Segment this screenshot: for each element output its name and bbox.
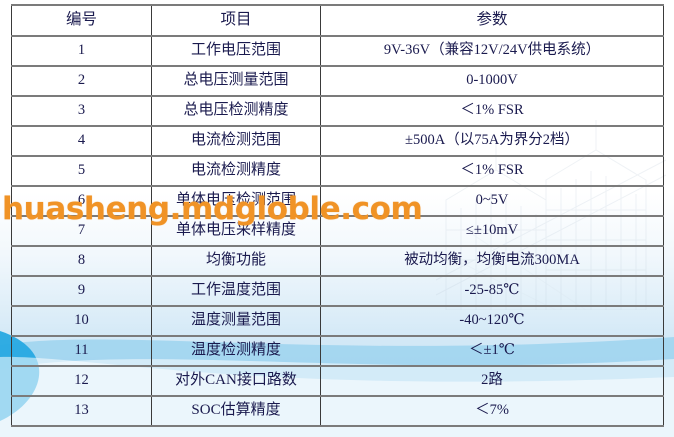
cell-item: 工作温度范围 [151,275,321,307]
cell-item: 总电压检测精度 [151,95,321,127]
cell-no: 13 [11,395,152,427]
cell-no: 9 [11,275,152,307]
cell-param: ＜7% [320,395,664,427]
column-header-item: 项目 [151,4,321,37]
cell-no: 11 [11,335,152,367]
cell-no: 12 [11,365,152,397]
table-row: 3 总电压检测精度 ＜1% FSR [11,95,664,127]
table-row: 2 总电压测量范围 0-1000V [11,65,664,97]
cell-item: 对外CAN接口路数 [151,365,321,397]
cell-param: 被动均衡，均衡电流300MA [320,245,664,277]
table-row: 12 对外CAN接口路数 2路 [11,365,664,397]
cell-param: 0~5V [320,185,664,217]
cell-item: 单体电压采样精度 [151,215,321,247]
cell-param: ＜1% FSR [320,155,664,187]
cell-param: ±500A（以75A为界分2档） [320,125,664,157]
column-header-param: 参数 [320,4,664,37]
cell-item: 温度测量范围 [151,305,321,337]
cell-item: 总电压测量范围 [151,65,321,97]
table-row: 1 工作电压范围 9V-36V（兼容12V/24V供电系统） [11,35,664,67]
table-row: 9 工作温度范围 -25-85℃ [11,275,664,307]
cell-item: 工作电压范围 [151,35,321,67]
cell-no: 4 [11,125,152,157]
cell-item: 均衡功能 [151,245,321,277]
table-row: 11 温度检测精度 ＜±1℃ [11,335,664,367]
specifications-table: 编号 项目 参数 1 工作电压范围 9V-36V（兼容12V/24V供电系统） … [11,4,664,427]
cell-param: 9V-36V（兼容12V/24V供电系统） [320,35,664,67]
cell-param: ＜1% FSR [320,95,664,127]
cell-item: 电流检测精度 [151,155,321,187]
cell-item: SOC估算精度 [151,395,321,427]
cell-no: 8 [11,245,152,277]
cell-param: -25-85℃ [320,275,664,307]
table-row: 8 均衡功能 被动均衡，均衡电流300MA [11,245,664,277]
cell-item: 温度检测精度 [151,335,321,367]
cell-param: 0-1000V [320,65,664,97]
cell-item: 电流检测范围 [151,125,321,157]
table-row: 13 SOC估算精度 ＜7% [11,395,664,427]
cell-no: 3 [11,95,152,127]
table-row: 5 电流检测精度 ＜1% FSR [11,155,664,187]
cell-no: 10 [11,305,152,337]
cell-no: 1 [11,35,152,67]
cell-param: ≤±10mV [320,215,664,247]
table-row: 6 单体电压检测范围 0~5V [11,185,664,217]
cell-no: 5 [11,155,152,187]
table-row: 7 单体电压采样精度 ≤±10mV [11,215,664,247]
cell-no: 7 [11,215,152,247]
cell-param: 2路 [320,365,664,397]
cell-no: 2 [11,65,152,97]
cell-param: ＜±1℃ [320,335,664,367]
table-header-row: 编号 项目 参数 [11,4,664,37]
cell-param: -40~120℃ [320,305,664,337]
table-row: 4 电流检测范围 ±500A（以75A为界分2档） [11,125,664,157]
table-row: 10 温度测量范围 -40~120℃ [11,305,664,337]
column-header-no: 编号 [11,4,152,37]
cell-no: 6 [11,185,152,217]
cell-item: 单体电压检测范围 [151,185,321,217]
